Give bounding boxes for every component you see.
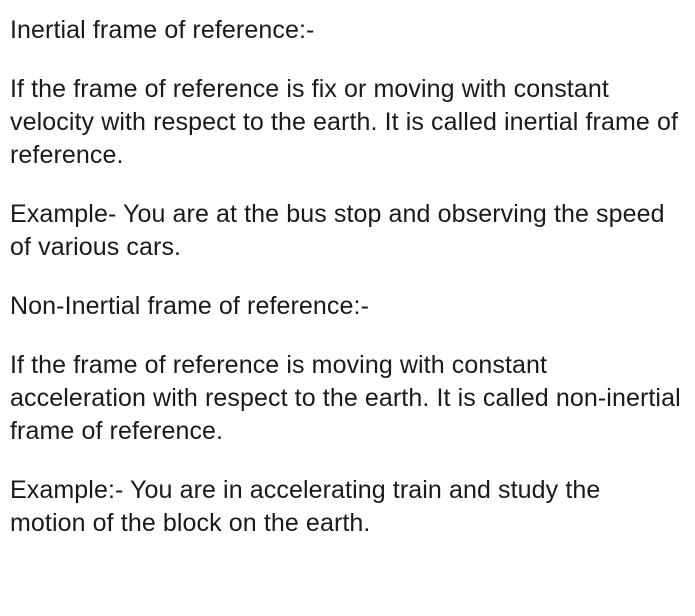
heading-inertial: Inertial frame of reference:- bbox=[10, 14, 683, 47]
definition-non-inertial: If the frame of reference is moving with… bbox=[10, 349, 683, 448]
example-non-inertial: Example:- You are in accelerating train … bbox=[10, 474, 683, 540]
example-inertial: Example- You are at the bus stop and obs… bbox=[10, 198, 683, 264]
heading-non-inertial: Non-Inertial frame of reference:- bbox=[10, 290, 683, 323]
document-page: Inertial frame of reference:- If the fra… bbox=[0, 0, 695, 552]
definition-inertial: If the frame of reference is fix or movi… bbox=[10, 73, 683, 172]
